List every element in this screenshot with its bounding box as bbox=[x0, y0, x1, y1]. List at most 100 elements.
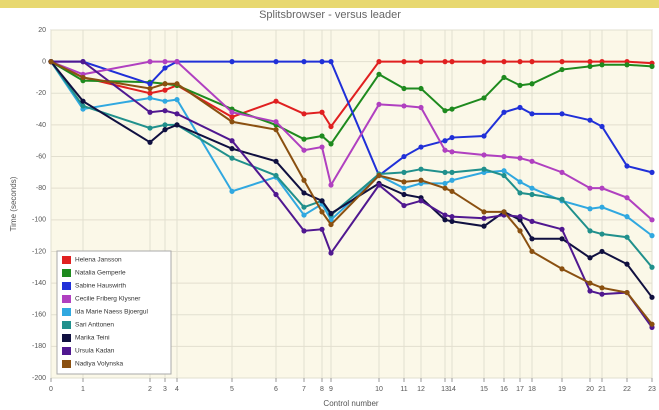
data-point bbox=[587, 118, 592, 123]
data-point bbox=[418, 144, 423, 149]
data-point bbox=[529, 111, 534, 116]
data-point bbox=[162, 108, 167, 113]
x-tick-label: 17 bbox=[516, 386, 524, 393]
x-tick-label: 3 bbox=[163, 386, 167, 393]
x-tick-label: 9 bbox=[329, 386, 333, 393]
data-point bbox=[529, 219, 534, 224]
data-point bbox=[229, 110, 234, 115]
data-point bbox=[418, 167, 423, 172]
legend-label: Natalia Gemperle bbox=[75, 270, 126, 277]
x-tick-label: 10 bbox=[375, 386, 383, 393]
data-point bbox=[229, 59, 234, 64]
data-point bbox=[229, 114, 234, 119]
data-point bbox=[449, 149, 454, 154]
data-point bbox=[401, 186, 406, 191]
data-point bbox=[147, 140, 152, 145]
data-point bbox=[649, 217, 654, 222]
y-tick-label: -200 bbox=[32, 375, 46, 382]
data-point bbox=[649, 295, 654, 300]
x-tick-label: 0 bbox=[49, 386, 53, 393]
data-point bbox=[229, 119, 234, 124]
data-point bbox=[559, 236, 564, 241]
data-point bbox=[529, 249, 534, 254]
data-point bbox=[273, 192, 278, 197]
data-point bbox=[587, 206, 592, 211]
y-tick-label: -40 bbox=[36, 122, 46, 129]
data-point bbox=[401, 154, 406, 159]
data-point bbox=[529, 59, 534, 64]
data-point bbox=[401, 179, 406, 184]
data-point bbox=[162, 81, 167, 86]
data-point bbox=[376, 72, 381, 77]
y-tick-label: -60 bbox=[36, 153, 46, 160]
data-point bbox=[442, 186, 447, 191]
data-point bbox=[559, 111, 564, 116]
data-point bbox=[376, 102, 381, 107]
y-axis-label: Time (seconds) bbox=[9, 176, 18, 231]
x-tick-label: 5 bbox=[230, 386, 234, 393]
data-point bbox=[162, 88, 167, 93]
data-point bbox=[442, 212, 447, 217]
data-point bbox=[481, 209, 486, 214]
data-point bbox=[147, 81, 152, 86]
legend-swatch bbox=[62, 295, 71, 303]
data-point bbox=[273, 99, 278, 104]
data-point bbox=[599, 124, 604, 129]
data-point bbox=[587, 59, 592, 64]
data-point bbox=[229, 189, 234, 194]
legend-swatch bbox=[62, 269, 71, 277]
x-tick-label: 12 bbox=[417, 386, 425, 393]
data-point bbox=[501, 173, 506, 178]
chart-title: Splitsbrowser - versus leader bbox=[259, 9, 401, 21]
data-point bbox=[162, 99, 167, 104]
data-point bbox=[401, 59, 406, 64]
data-point bbox=[147, 110, 152, 115]
data-point bbox=[162, 127, 167, 132]
data-point bbox=[517, 105, 522, 110]
data-point bbox=[301, 148, 306, 153]
data-point bbox=[48, 59, 53, 64]
data-point bbox=[624, 235, 629, 240]
data-point bbox=[649, 233, 654, 238]
x-tick-label: 15 bbox=[480, 386, 488, 393]
data-point bbox=[418, 198, 423, 203]
x-tick-label: 8 bbox=[320, 386, 324, 393]
data-point bbox=[599, 186, 604, 191]
data-point bbox=[624, 195, 629, 200]
data-point bbox=[418, 86, 423, 91]
data-point bbox=[517, 156, 522, 161]
data-point bbox=[481, 95, 486, 100]
data-point bbox=[319, 133, 324, 138]
legend-label: Sabine Hauswirth bbox=[75, 283, 126, 290]
legend-swatch bbox=[62, 360, 71, 368]
data-point bbox=[328, 59, 333, 64]
data-point bbox=[649, 64, 654, 69]
x-tick-label: 2 bbox=[148, 386, 152, 393]
data-point bbox=[559, 170, 564, 175]
data-point bbox=[328, 222, 333, 227]
data-point bbox=[174, 81, 179, 86]
data-point bbox=[328, 124, 333, 129]
data-point bbox=[162, 122, 167, 127]
data-point bbox=[174, 111, 179, 116]
data-point bbox=[624, 214, 629, 219]
data-point bbox=[301, 137, 306, 142]
data-point bbox=[599, 62, 604, 67]
data-point bbox=[449, 189, 454, 194]
data-point bbox=[301, 212, 306, 217]
data-point bbox=[624, 262, 629, 267]
data-point bbox=[401, 192, 406, 197]
data-point bbox=[80, 103, 85, 108]
legend-swatch bbox=[62, 321, 71, 329]
data-point bbox=[481, 133, 486, 138]
y-tick-label: -120 bbox=[32, 248, 46, 255]
data-point bbox=[328, 211, 333, 216]
data-point bbox=[529, 159, 534, 164]
data-point bbox=[442, 138, 447, 143]
data-point bbox=[624, 62, 629, 67]
data-point bbox=[559, 227, 564, 232]
data-point bbox=[401, 170, 406, 175]
data-point bbox=[449, 219, 454, 224]
chart: Splitsbrowser - versus leader Control nu… bbox=[0, 0, 659, 410]
data-point bbox=[517, 59, 522, 64]
